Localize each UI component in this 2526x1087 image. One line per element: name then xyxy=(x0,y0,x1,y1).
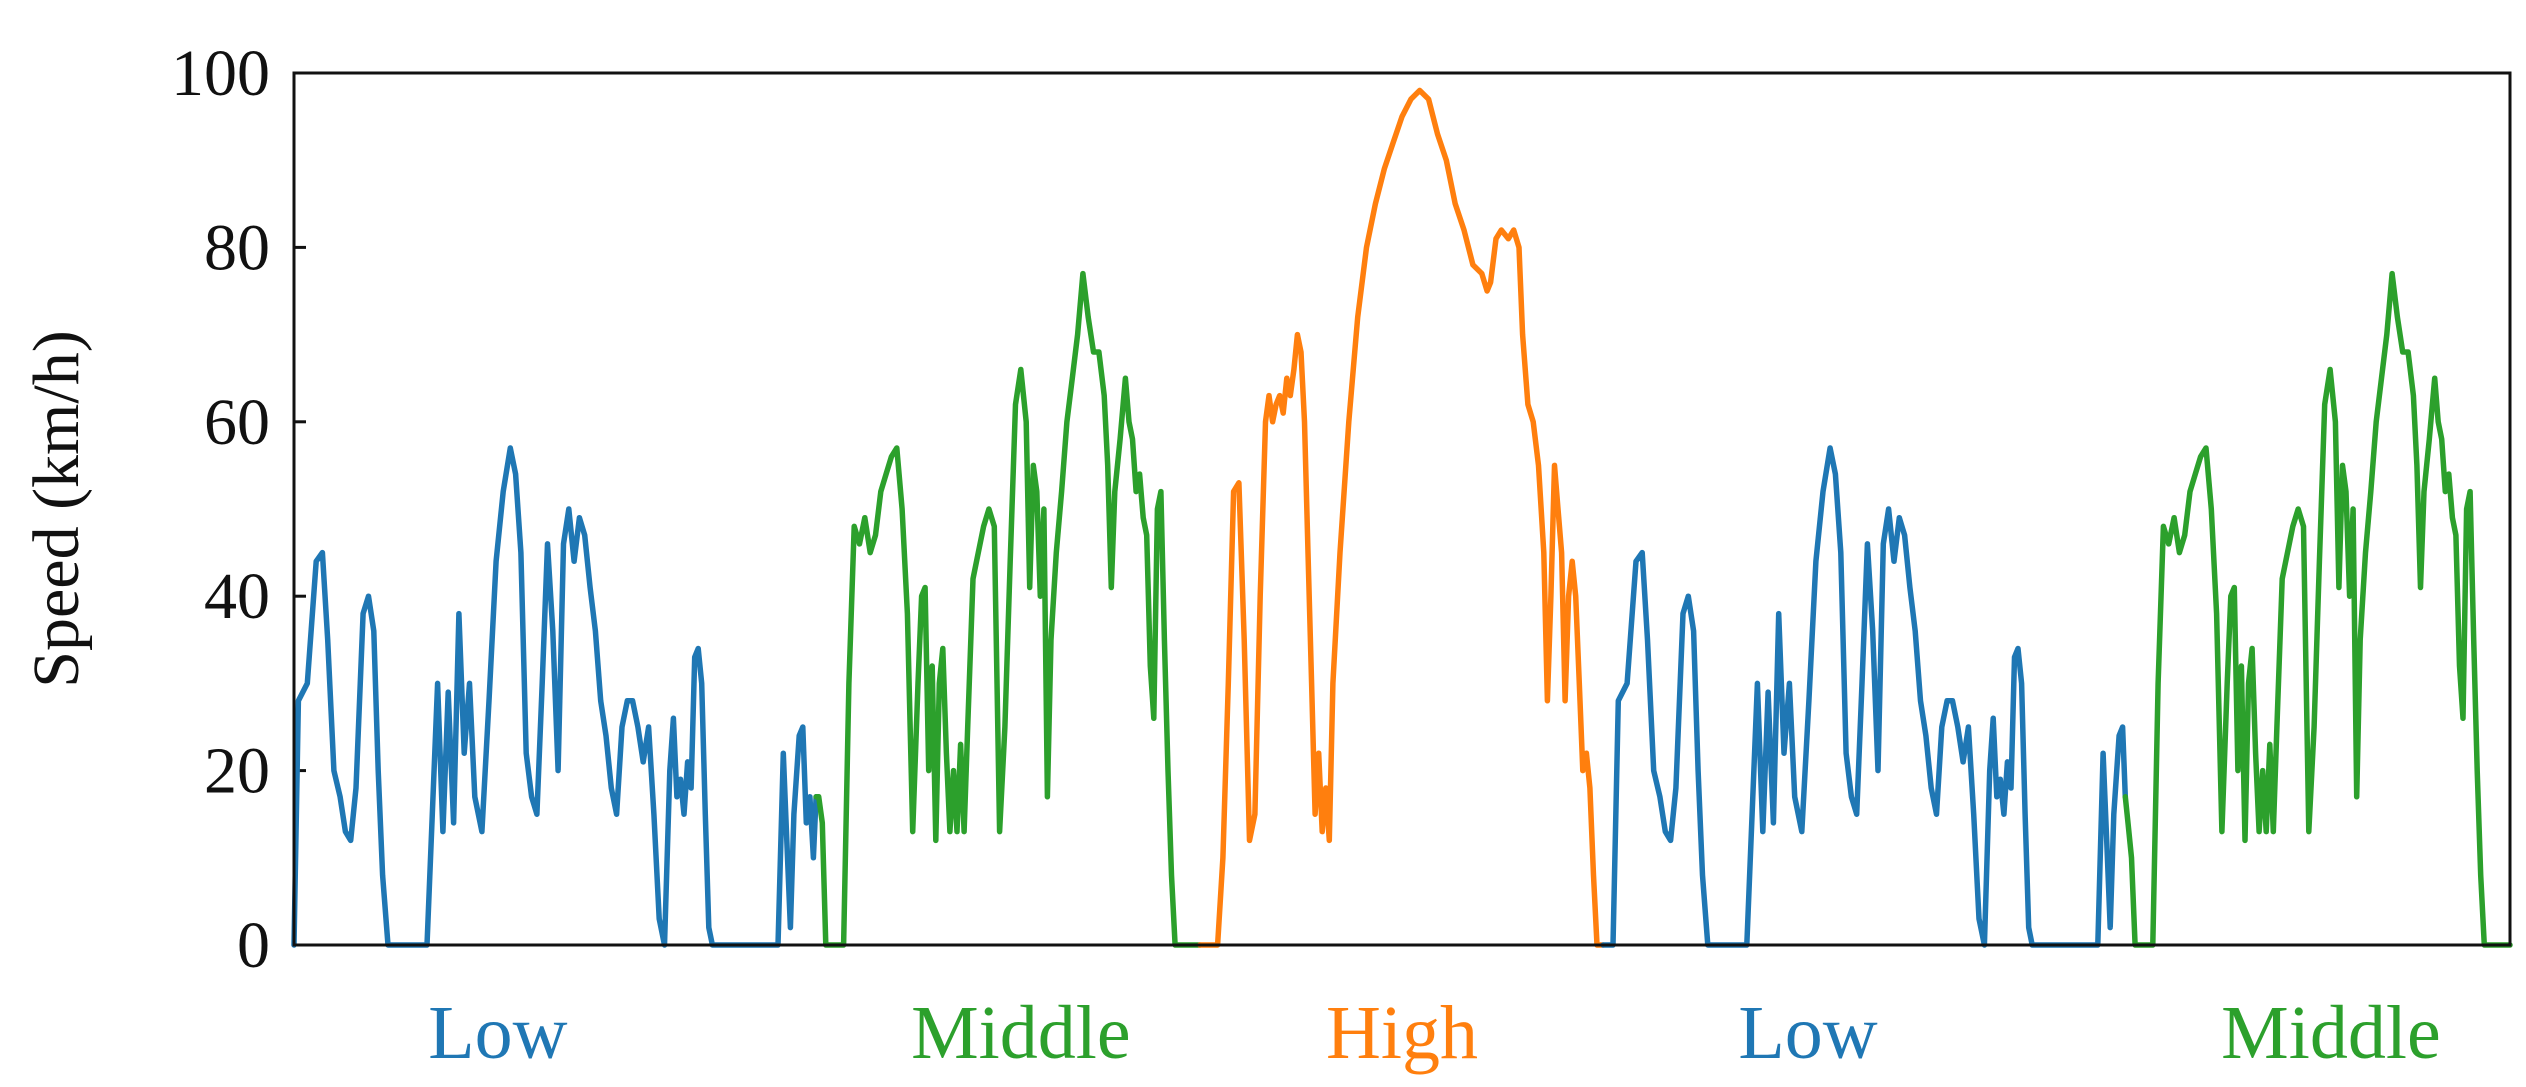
series-line-high xyxy=(1197,87,1606,948)
y-tick-label: 60 xyxy=(204,386,270,459)
y-axis-title: Speed (km/h) xyxy=(20,330,93,687)
series-line-low xyxy=(291,445,819,948)
plot-area xyxy=(291,87,2513,948)
y-axis: 0 20 40 60 80 100 xyxy=(171,37,306,982)
y-tick-label: 40 xyxy=(204,560,270,633)
y-tick-label: 0 xyxy=(237,909,270,982)
series-line-low xyxy=(1600,445,2129,948)
plot-frame xyxy=(292,71,2512,947)
phase-label-middle: Middle xyxy=(911,991,1131,1075)
y-tick-label: 20 xyxy=(204,735,270,808)
phase-label-low: Low xyxy=(1738,991,1877,1075)
series-line-middle xyxy=(813,270,1203,948)
phase-label-high: High xyxy=(1326,991,1478,1075)
phase-labels: Low Middle High Low Middle xyxy=(428,991,2441,1075)
phase-label-middle: Middle xyxy=(2221,991,2441,1075)
y-tick-label: 80 xyxy=(204,211,270,284)
y-tick-label: 100 xyxy=(171,37,270,110)
phase-label-low: Low xyxy=(428,991,567,1075)
series-line-middle xyxy=(2122,270,2513,948)
